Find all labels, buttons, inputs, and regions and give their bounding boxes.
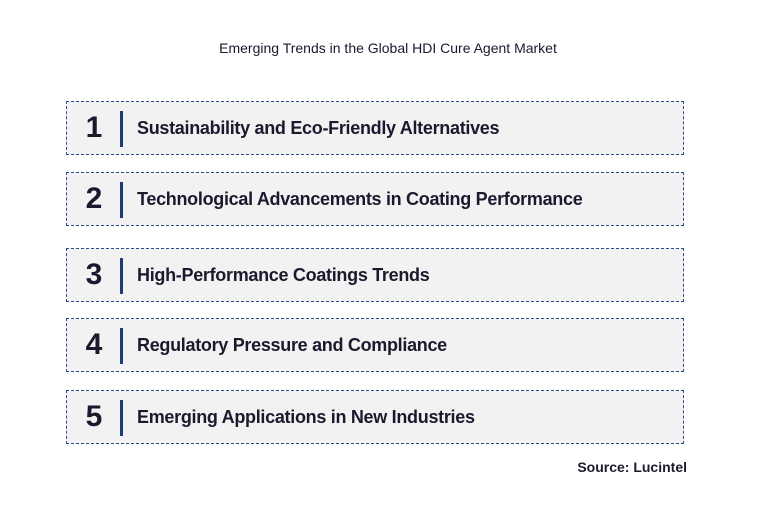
divider	[120, 111, 123, 147]
divider	[120, 328, 123, 364]
title: Emerging Trends in the Global HDI Cure A…	[219, 40, 557, 56]
trend-number: 4	[85, 328, 103, 361]
trend-label: Technological Advancements in Coating Pe…	[137, 189, 583, 209]
trend-box: 4 Regulatory Pressure and Compliance	[66, 318, 684, 372]
trend-number: 3	[85, 258, 103, 291]
trend-box: 2 Technological Advancements in Coating P…	[66, 172, 684, 226]
divider	[120, 400, 123, 436]
trend-box: 1 Sustainability and Eco-Friendly Alterna…	[66, 101, 684, 155]
trend-label: Sustainability and Eco-Friendly Alternat…	[137, 118, 500, 138]
divider	[120, 258, 123, 294]
trend-label: High-Performance Coatings Trends	[137, 265, 430, 285]
trend-box: 3 High-Performance Coatings Trends	[66, 248, 684, 302]
trend-label: Emerging Applications in New Industries	[137, 407, 475, 427]
divider	[120, 182, 123, 218]
trend-number: 5	[85, 400, 103, 433]
trend-number: 1	[85, 111, 103, 144]
trend-number: 2	[85, 182, 103, 215]
trend-box: 5 Emerging Applications in New Industries	[66, 390, 684, 444]
source: Source: Lucintel	[577, 459, 687, 475]
trend-label: Regulatory Pressure and Compliance	[137, 335, 447, 355]
